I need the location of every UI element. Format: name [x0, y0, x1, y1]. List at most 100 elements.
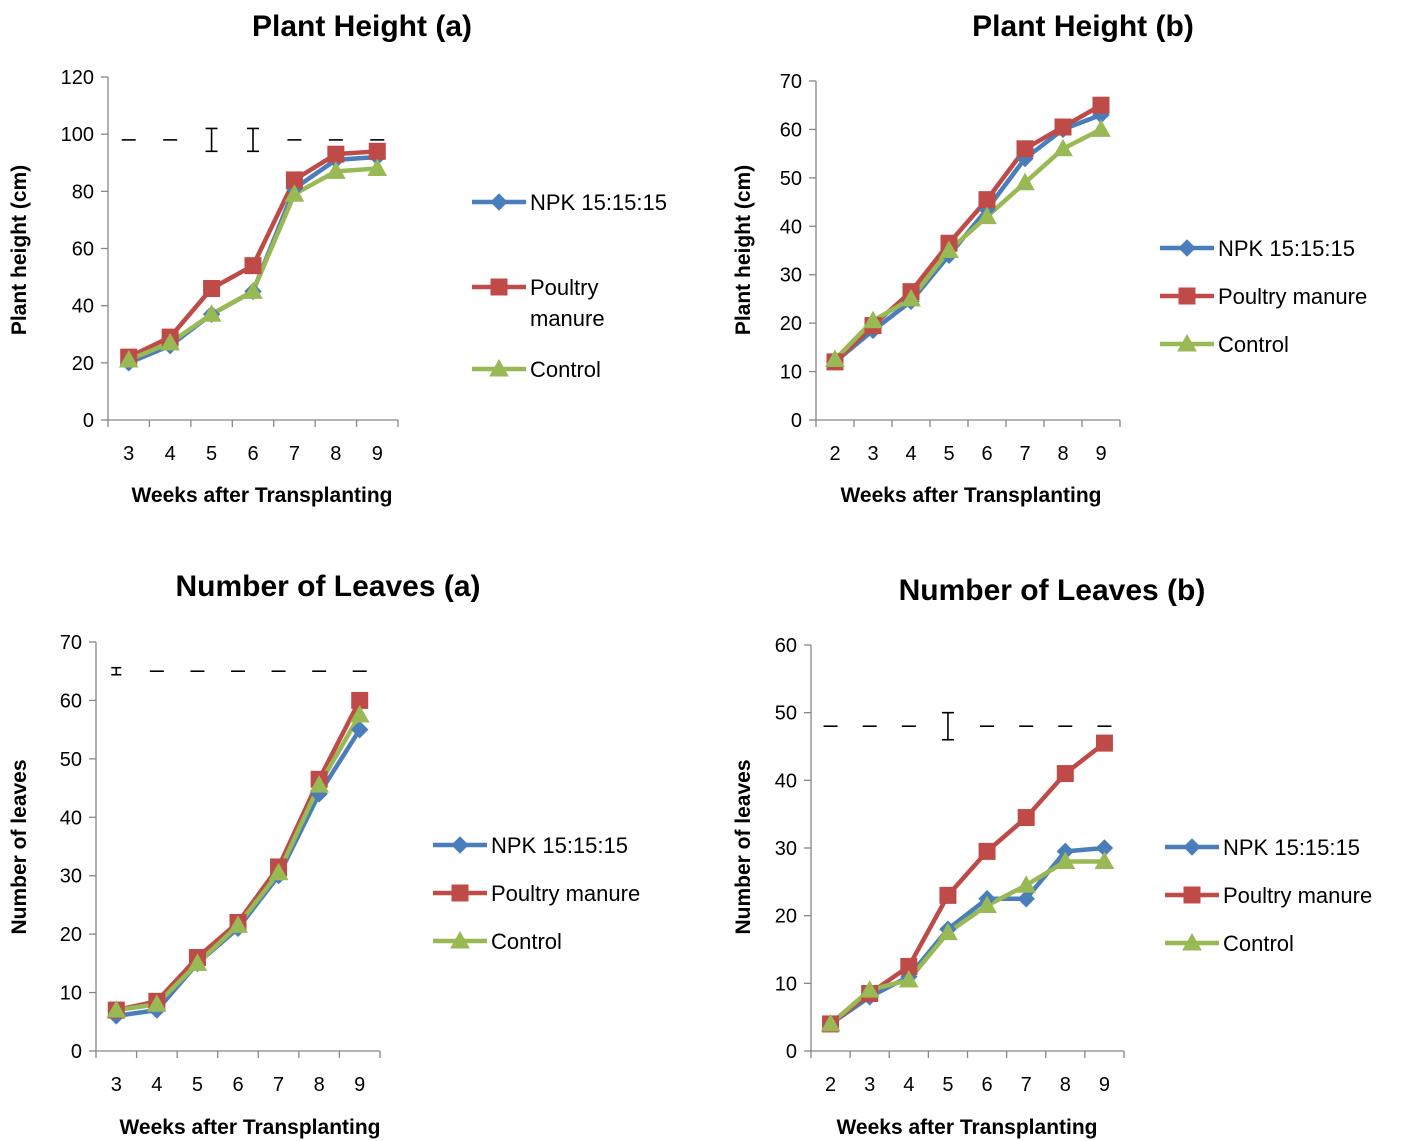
x-tick-label: 3 — [867, 443, 878, 465]
y-axis-title: Number of leaves — [8, 759, 31, 934]
x-tick-label: 6 — [247, 443, 258, 465]
chart-panel-ph-b: Plant Height (b) 0 10 20 30 40 50 60 70 2 3 4 5 6 7 8 9 W… — [732, 10, 1367, 507]
y-axis-title: Number of leaves — [732, 759, 755, 934]
x-tick-label: 5 — [943, 443, 954, 465]
x-tick-label: 9 — [354, 1074, 365, 1096]
x-tick-label: 7 — [1019, 443, 1030, 465]
data-point-triangle — [187, 953, 208, 971]
data-point-triangle — [106, 1000, 127, 1018]
data-point-triangle — [1015, 172, 1035, 191]
x-tick-label: 4 — [905, 443, 916, 465]
data-point-triangle — [1091, 119, 1111, 137]
legend-label: Poultry manure — [530, 275, 605, 331]
x-tick-label: 4 — [165, 443, 176, 465]
y-tick-label: 60 — [775, 635, 797, 657]
x-tick-label: 8 — [330, 443, 341, 465]
data-point-square — [1092, 96, 1110, 114]
data-point-square — [244, 257, 262, 275]
x-tick-label: 4 — [151, 1074, 162, 1096]
data-point-square — [939, 886, 957, 904]
x-tick-label: 6 — [981, 443, 992, 465]
y-tick-label: 80 — [72, 181, 94, 203]
x-tick-label: 8 — [1057, 443, 1068, 465]
error-bar — [941, 711, 954, 741]
legend-marker-triangle — [1177, 333, 1197, 352]
x-tick-label: 8 — [1060, 1074, 1071, 1096]
data-point-triangle — [147, 994, 167, 1012]
y-tick-label: 20 — [72, 353, 94, 375]
legend-label: NPK 15:15:15 — [530, 190, 667, 215]
y-tick-label: 60 — [60, 690, 82, 712]
y-tick-label: 20 — [775, 906, 797, 928]
data-point-square — [368, 142, 386, 160]
x-tick-label: 3 — [864, 1074, 875, 1096]
y-tick-label: 20 — [60, 924, 82, 946]
x-tick-label: 9 — [1099, 1074, 1110, 1096]
data-point-triangle — [859, 980, 880, 998]
x-tick-label: 5 — [942, 1074, 953, 1096]
y-tick-label: 50 — [780, 168, 802, 190]
y-tick-label: 30 — [60, 866, 82, 888]
legend: NPK 15:15:15 Poultry manure Control — [1160, 236, 1367, 357]
legend-label: NPK 15:15:15 — [1223, 835, 1360, 860]
legend-label: Poultry manure — [1223, 883, 1372, 908]
data-point-square — [1054, 118, 1072, 136]
data-point-triangle — [898, 969, 919, 988]
y-tick-label: 0 — [786, 1041, 797, 1063]
y-tick-label: 70 — [780, 71, 802, 93]
data-point-square — [327, 145, 345, 163]
x-axis-title: Weeks after Transplanting — [840, 484, 1101, 507]
y-tick-label: 30 — [780, 265, 802, 287]
legend-label: Control — [491, 929, 562, 954]
legend-label: NPK 15:15:15 — [1218, 236, 1355, 261]
data-point-diamond — [1017, 890, 1035, 908]
data-point-triangle — [309, 775, 329, 793]
legend-label: Control — [1223, 931, 1294, 956]
x-tick-label: 4 — [903, 1074, 914, 1096]
x-tick-label: 8 — [314, 1074, 325, 1096]
x-tick-label: 6 — [232, 1074, 243, 1096]
y-tick-label: 0 — [791, 410, 802, 432]
x-tick-label: 6 — [982, 1074, 993, 1096]
data-point-triangle — [1055, 851, 1076, 870]
x-tick-label: 9 — [1095, 443, 1106, 465]
y-tick-label: 60 — [780, 119, 802, 141]
data-point-triangle — [118, 349, 139, 368]
data-point-triangle — [201, 304, 222, 322]
legend-marker-diamond — [1183, 838, 1201, 856]
legend-marker-triangle — [1182, 932, 1202, 951]
legend-marker-diamond — [451, 836, 469, 854]
data-point-triangle — [863, 310, 883, 329]
y-tick-label: 40 — [60, 807, 82, 829]
series-line-square — [115, 699, 362, 1013]
x-axis-title: Weeks after Transplanting — [836, 1116, 1097, 1139]
legend-marker-square — [1183, 886, 1201, 904]
y-tick-label: 10 — [775, 973, 797, 995]
x-tick-label: 5 — [192, 1074, 203, 1096]
data-point-triangle — [1053, 138, 1073, 157]
y-tick-label: 50 — [775, 703, 797, 725]
data-point-triangle — [268, 862, 289, 881]
data-point-square — [203, 280, 221, 298]
data-point-triangle — [820, 1013, 841, 1032]
y-tick-label: 0 — [83, 410, 94, 432]
y-axis-title: Plant height (cm) — [732, 165, 755, 335]
y-tick-label: 10 — [60, 983, 82, 1005]
legend-marker-square — [1178, 287, 1196, 305]
data-point-square — [1016, 140, 1034, 158]
y-axis-title: Plant height (cm) — [8, 165, 31, 335]
y-tick-label: 30 — [775, 838, 797, 860]
error-bar — [247, 127, 259, 153]
data-point-square — [978, 842, 996, 860]
y-tick-label: 100 — [61, 124, 94, 146]
data-point-triangle — [1094, 851, 1115, 870]
data-point-square — [1017, 809, 1035, 827]
x-tick-label: 3 — [123, 443, 134, 465]
data-point-triangle — [228, 915, 248, 933]
chart-panel-ph-a: Plant Height (a) 0 20 40 60 80 100 120 3 4 5 6 7 8 9 We… — [8, 10, 667, 507]
series-line-square — [127, 149, 378, 360]
x-tick-label: 7 — [289, 443, 300, 465]
data-point-triangle — [349, 705, 370, 723]
